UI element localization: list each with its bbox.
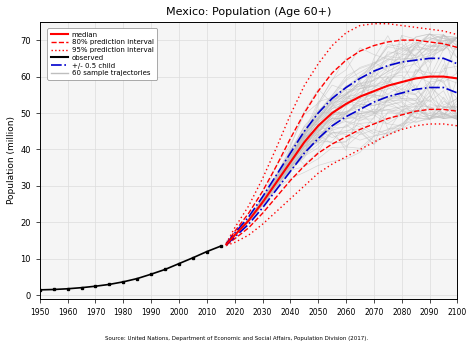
Y-axis label: Population (million): Population (million) (7, 116, 16, 205)
Title: Mexico: Population (Age 60+): Mexico: Population (Age 60+) (166, 7, 331, 17)
Text: Source: United Nations, Department of Economic and Social Affairs, Population Di: Source: United Nations, Department of Ec… (105, 336, 369, 341)
Legend: median, 80% prediction interval, 95% prediction interval, observed, +/- 0.5 chil: median, 80% prediction interval, 95% pre… (47, 28, 157, 80)
